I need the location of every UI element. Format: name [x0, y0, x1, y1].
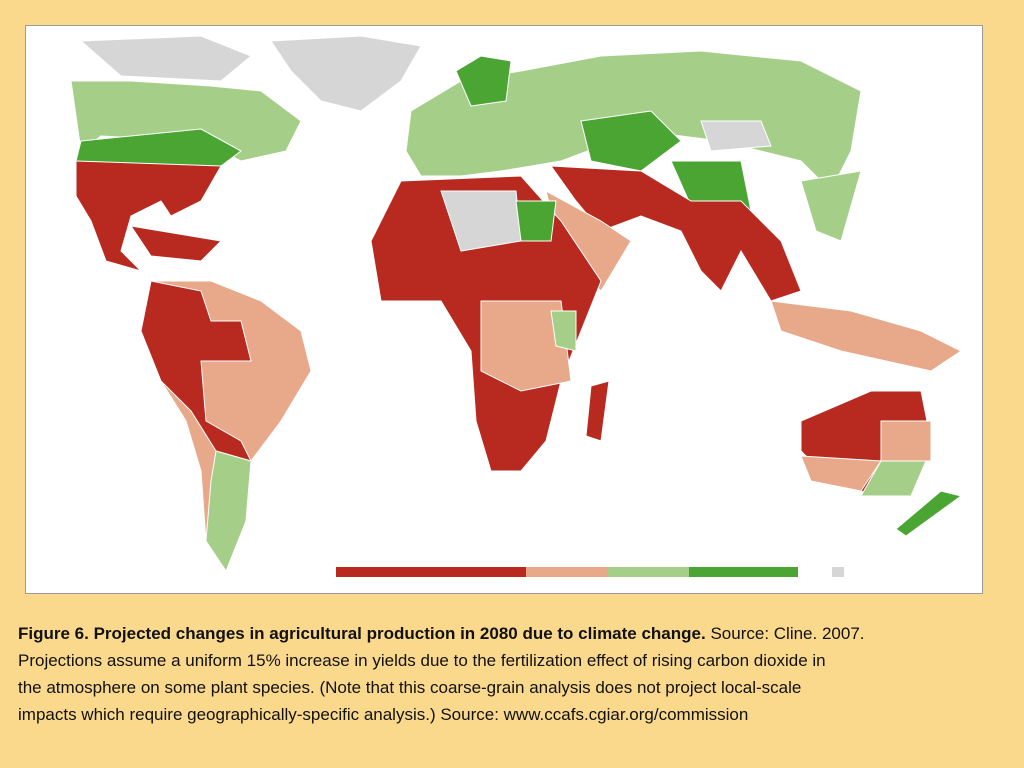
map-regions [70, 35, 963, 573]
caption-title: Figure 6. Projected changes in agricultu… [18, 624, 706, 643]
legend-swatch [689, 567, 798, 577]
caption-line: impacts which require geographically-spe… [18, 705, 749, 724]
legend-swatch [526, 567, 608, 577]
caption-line: the atmosphere on some plant species. (N… [18, 678, 802, 697]
legend-bar [336, 567, 844, 577]
caption: Figure 6. Projected changes in agricultu… [18, 620, 865, 728]
caption-text: Source: Cline. 2007. [710, 624, 865, 643]
caption-line: Figure 6. Projected changes in agricultu… [18, 620, 865, 647]
legend-swatch [832, 567, 844, 577]
caption-line: Projections assume a uniform 15% increas… [18, 651, 826, 670]
legend-swatch [608, 567, 689, 577]
world-map [25, 25, 983, 594]
legend-swatch [336, 567, 526, 577]
